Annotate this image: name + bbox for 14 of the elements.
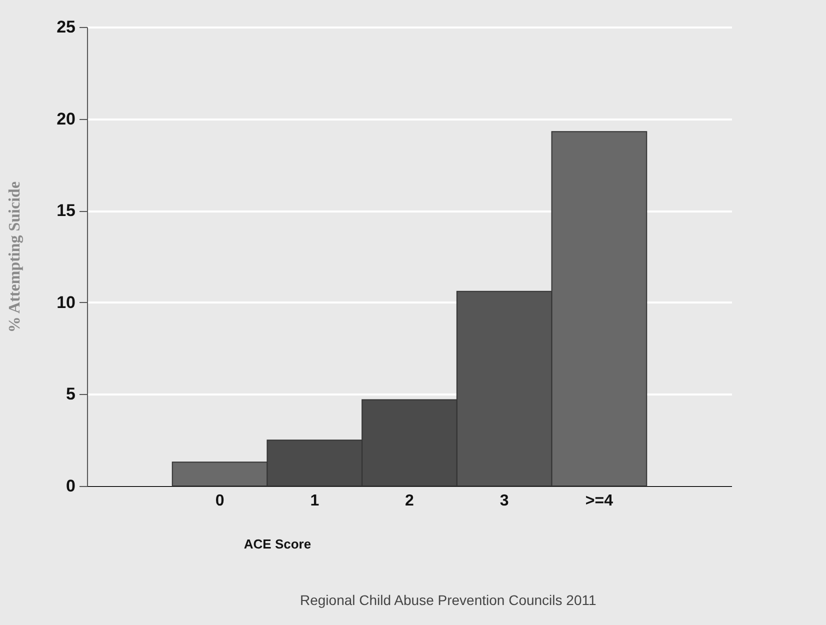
y-tick-label: 25 [56, 18, 76, 36]
y-tick-label: 20 [56, 109, 76, 128]
y-tick-label: 15 [56, 201, 76, 220]
text: Regional Child Abuse Prevention Councils 2011 [300, 592, 596, 608]
x-tick-label: >=4 [585, 492, 614, 510]
y-tick-label: 10 [56, 292, 76, 312]
x-tick-label: 1 [310, 492, 320, 510]
y-tick-label: 0 [66, 476, 76, 496]
x-axis-title: ACE Score [244, 536, 312, 552]
y-tick-label: 5 [66, 384, 76, 404]
x-tick-label: 3 [500, 492, 509, 510]
y-axis-title: % Attempting Suicide [6, 181, 24, 333]
x-tick-label: 0 [215, 492, 224, 510]
x-tick-label: 2 [405, 492, 414, 510]
